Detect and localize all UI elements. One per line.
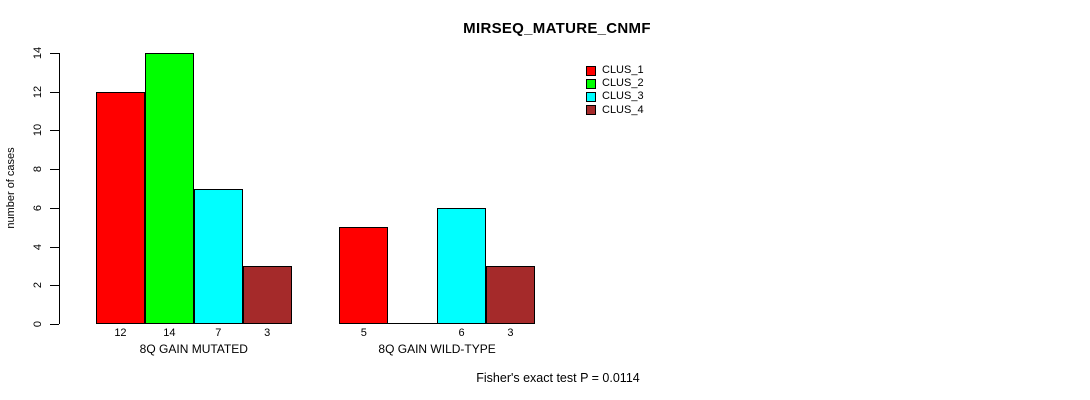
- y-axis-title: number of cases: [5, 147, 17, 229]
- bar-value-label: 3: [507, 327, 514, 339]
- y-tick-mark: [50, 169, 59, 171]
- bar-value-label: 7: [215, 327, 222, 339]
- bar-clus_3: [437, 207, 486, 324]
- bar-clus_3: [193, 188, 243, 324]
- y-tick-label: 10: [32, 124, 44, 137]
- bar-clus_4: [242, 265, 292, 324]
- y-tick-mark: [50, 91, 59, 93]
- bar-clus_1: [96, 91, 145, 324]
- legend-label: CLUS_3: [602, 90, 644, 103]
- bar-value-label: 3: [264, 327, 271, 339]
- y-tick-label: 8: [32, 166, 44, 173]
- y-tick-label: 4: [32, 243, 44, 250]
- category-label: 8Q GAIN MUTATED: [139, 342, 248, 356]
- legend-label: CLUS_2: [602, 77, 644, 90]
- stat-annotation: Fisher's exact test P = 0.0114: [476, 371, 640, 385]
- bar-value-label: 14: [163, 327, 176, 339]
- y-tick-mark: [50, 130, 59, 132]
- y-tick-mark: [50, 285, 59, 287]
- zero-height-bar-clus_2: [388, 323, 438, 324]
- legend-label: CLUS_1: [602, 64, 644, 76]
- y-axis-line: [59, 53, 60, 324]
- y-tick-mark: [50, 53, 59, 54]
- y-tick-label: 0: [32, 320, 44, 328]
- y-tick-mark: [50, 324, 59, 325]
- category-label: 8Q GAIN WILD-TYPE: [378, 342, 496, 356]
- y-tick-label: 6: [32, 204, 44, 211]
- y-tick-mark: [50, 246, 59, 248]
- legend-swatch-clus_1: [586, 65, 596, 76]
- bar-value-label: 12: [114, 327, 127, 339]
- y-tick-label: 14: [32, 46, 44, 60]
- legend-label: CLUS_4: [602, 103, 644, 116]
- bar-clus_2: [144, 53, 194, 324]
- legend-swatch-clus_4: [586, 105, 596, 116]
- chart-title: MIRSEQ_MATURE_CNMF: [463, 20, 651, 37]
- bar-clus_1: [339, 227, 389, 324]
- y-tick-label: 12: [32, 85, 44, 98]
- legend-swatch-clus_2: [586, 78, 596, 89]
- legend-swatch-clus_3: [586, 91, 596, 102]
- y-tick-label: 2: [32, 282, 44, 289]
- bar-value-label: 6: [458, 327, 465, 339]
- y-tick-mark: [50, 207, 59, 209]
- bar-clus_4: [486, 265, 535, 324]
- bar-value-label: 5: [360, 327, 367, 339]
